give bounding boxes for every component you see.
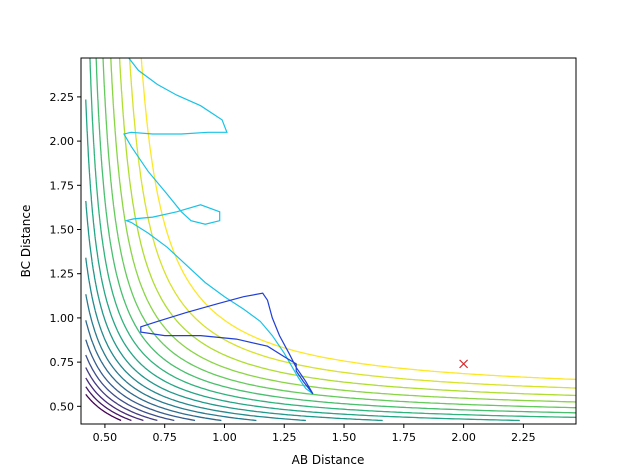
minimum-marker <box>459 359 469 369</box>
x-tick-label: 0.50 <box>93 431 118 444</box>
plot-area <box>85 58 576 422</box>
contour-level <box>85 99 520 422</box>
y-tick-label: 0.50 <box>50 400 75 413</box>
y-tick-label: 0.75 <box>50 356 75 369</box>
x-axis-label: AB Distance <box>292 453 365 467</box>
x-axis-ticks: 0.50 0.75 1.00 1.25 1.50 1.75 2.00 2.25 <box>93 424 536 444</box>
x-tick-label: 2.00 <box>451 431 476 444</box>
y-axis-ticks: 0.50 0.75 1.00 1.25 1.50 1.75 2.00 2.25 <box>50 91 81 413</box>
contour-level <box>110 58 576 403</box>
x-tick-label: 1.50 <box>332 431 357 444</box>
contour-level <box>85 294 257 422</box>
x-tick-label: 1.00 <box>212 431 237 444</box>
x-tick-label: 1.75 <box>392 431 417 444</box>
contour-level <box>95 58 576 414</box>
contour-level <box>102 58 576 409</box>
contour-level <box>85 354 175 422</box>
y-tick-label: 1.75 <box>50 179 75 192</box>
contour-level <box>85 320 222 422</box>
contour-level <box>85 377 144 422</box>
contour-level <box>128 58 576 389</box>
trajectory-lines <box>123 58 314 395</box>
contour-level <box>85 367 158 422</box>
plot-frame <box>80 57 577 425</box>
contour-level <box>85 257 306 422</box>
marker-layer <box>459 359 469 369</box>
contour-level <box>85 200 383 422</box>
contour-level <box>85 339 196 422</box>
x-tick-label: 0.75 <box>152 431 177 444</box>
y-tick-label: 2.25 <box>50 91 75 104</box>
contour-level <box>85 386 132 422</box>
y-axis-label: BC Distance <box>19 205 33 278</box>
x-tick-label: 1.25 <box>272 431 297 444</box>
trajectory-line-lower <box>140 292 314 395</box>
y-tick-label: 1.00 <box>50 312 75 325</box>
y-tick-label: 1.50 <box>50 224 75 237</box>
y-tick-label: 1.25 <box>50 268 75 281</box>
trajectory-line-upper <box>123 58 314 395</box>
contour-level <box>85 393 122 422</box>
x-tick-label: 2.25 <box>511 431 536 444</box>
contour-level <box>89 58 576 419</box>
y-tick-label: 2.00 <box>50 135 75 148</box>
